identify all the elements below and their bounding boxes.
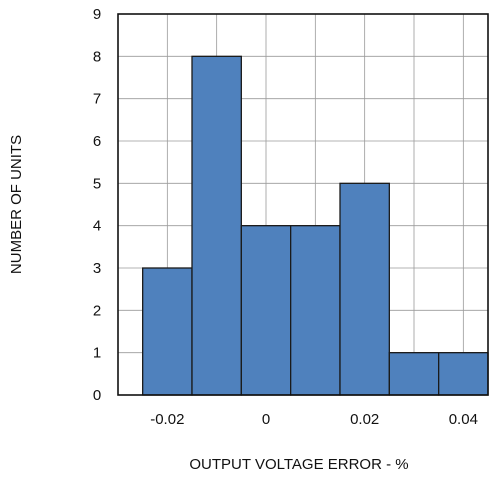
plot-frame — [117, 13, 489, 396]
y-tick-label: 8 — [93, 48, 101, 65]
x-tick-label: 0.04 — [449, 411, 478, 428]
histogram-bar — [339, 182, 390, 396]
y-tick-label: 7 — [93, 91, 101, 108]
x-tick-labels: -0.02 0 0.02 0.04 — [150, 411, 478, 428]
x-tick-label: -0.02 — [150, 411, 184, 428]
histogram-bar — [142, 267, 193, 396]
x-tick-label: 0.02 — [350, 411, 379, 428]
y-tick-label: 3 — [93, 260, 101, 277]
y-tick-label: 4 — [93, 218, 101, 235]
y-tick-label: 9 — [93, 6, 101, 23]
histogram-bar — [290, 225, 341, 396]
y-tick-label: 6 — [93, 133, 101, 150]
histogram-bar — [240, 225, 292, 396]
histogram-bar — [388, 352, 440, 396]
y-tick-label: 1 — [93, 345, 101, 362]
x-axis-title: OUTPUT VOLTAGE ERROR - % — [189, 456, 408, 473]
y-tick-label: 0 — [93, 387, 101, 404]
y-tick-labels: 0 1 2 3 4 5 6 7 8 9 — [93, 6, 101, 404]
histogram-bar — [438, 352, 489, 396]
bars-layer — [142, 55, 489, 396]
y-tick-label: 2 — [93, 302, 101, 319]
x-tick-label: 0 — [262, 411, 270, 428]
histogram-bar — [191, 55, 242, 396]
y-axis-title: NUMBER OF UNITS — [8, 135, 25, 274]
y-tick-label: 5 — [93, 175, 101, 192]
